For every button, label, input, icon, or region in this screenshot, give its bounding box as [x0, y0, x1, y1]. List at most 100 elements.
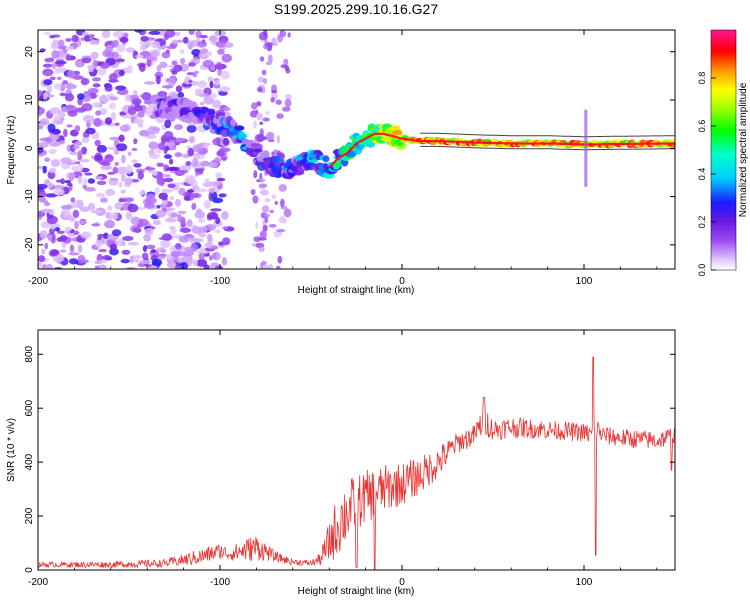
spectrogram-noise-blob — [156, 162, 165, 167]
y-tick-label: 600 — [24, 399, 35, 416]
spectrogram-noise-blob — [100, 162, 111, 166]
spectrogram-noise-blob — [259, 56, 265, 62]
spectrogram-noise-blob — [253, 120, 257, 129]
spectrogram-noise-blob — [210, 93, 218, 99]
spectrogram-noise-blob — [191, 202, 197, 211]
spectrogram-noise-blob — [170, 251, 181, 258]
spectrogram-noise-blob — [278, 184, 287, 192]
spectrogram-noise-blob — [161, 85, 174, 89]
spectrogram-noise-blob — [91, 223, 101, 227]
snr-xlabel: Height of straight line (km) — [298, 586, 415, 597]
spectrogram-noise-blob — [176, 39, 184, 43]
spectrogram-noise-blob — [39, 118, 50, 126]
spectrogram-noise-blob — [104, 117, 113, 125]
spectrogram-noise-blob — [168, 77, 176, 87]
spectrogram-noise-blob — [261, 69, 267, 76]
spectrogram-noise-blob — [144, 167, 156, 171]
spectrogram-noise-blob — [57, 39, 65, 48]
spectrogram-noise-blob — [97, 66, 107, 76]
spectrogram-noise-blob — [163, 177, 174, 183]
spectrogram-noise-blob — [194, 210, 205, 219]
spectrogram-noise-blob — [66, 104, 74, 110]
spectrogram-noise-blob — [133, 118, 144, 125]
spectrogram-noise-blob — [204, 142, 209, 150]
colorbar-ticks: 0.0 0.2 0.4 0.6 0.8 — [697, 72, 716, 276]
spectrogram-noise-blob — [93, 117, 102, 127]
spectrogram-ridge-blob — [229, 119, 237, 127]
spectrogram-ridge-blob — [322, 155, 330, 163]
y-tick-label: -10 — [24, 189, 35, 204]
spectrogram-noise-blob — [215, 136, 221, 146]
spectrogram-ridge-blob — [189, 101, 197, 108]
spectrogram-noise-blob — [219, 86, 231, 93]
spectrogram-noise-blob — [149, 153, 161, 159]
spectrogram-noise-blob — [215, 172, 223, 179]
snr-panel: -200 -100 0 100 0 200 400 600 800 Height of stra… — [6, 329, 676, 597]
spectrogram-noise-blob — [68, 258, 79, 265]
spectrogram-ridge-blob — [207, 108, 216, 116]
spectrogram-noise-blob — [108, 102, 116, 110]
spectrogram-noise-blob — [41, 208, 52, 214]
spectrogram-noise-blob — [127, 106, 137, 115]
spectrogram-noise-blob — [68, 252, 80, 256]
spectrogram-noise-blob — [263, 265, 269, 269]
spectrogram-noise-blob — [138, 129, 150, 137]
spectrogram-noise-blob — [72, 202, 79, 209]
spectrogram-noise-blob — [199, 101, 205, 106]
spectrogram-noise-blob — [52, 185, 65, 190]
spectrogram-noise-blob — [144, 196, 157, 205]
spectrogram-noise-blob — [47, 234, 53, 242]
spectrogram-noise-blob — [167, 183, 176, 189]
spectrogram-noise-blob — [186, 189, 195, 193]
spectrogram-noise-blob — [54, 69, 62, 74]
spectrogram-noise-blob — [167, 207, 175, 211]
spectrogram-noise-blob — [132, 255, 142, 259]
colorbar-frame — [710, 29, 737, 271]
spectrogram-noise-blob — [43, 92, 48, 100]
spectrogram-noise-blob — [87, 202, 96, 211]
spectrogram-noise-blob — [219, 193, 227, 198]
spectrogram-noise-blob — [141, 252, 149, 260]
spectrogram-noise-blob — [54, 115, 59, 122]
spectrogram-noise-blob — [71, 165, 79, 172]
spectrogram-noise-blob — [209, 208, 222, 212]
spectrogram-noise-blob — [131, 98, 142, 105]
spectrogram-noise-blob — [122, 235, 134, 241]
spectrogram-noise-blob — [96, 144, 107, 153]
spectrogram-noise-blob — [191, 48, 201, 57]
spectrogram-noise-blob — [179, 227, 192, 233]
spectrogram-noise-blob — [74, 125, 81, 133]
spectrogram-ridge-edge-upper — [420, 132, 675, 138]
spectrogram-noise-blob — [285, 93, 292, 101]
spectrogram-noise-blob — [82, 114, 95, 123]
spectrogram-noise-blob — [47, 123, 56, 133]
spectrogram-noise-blob — [213, 157, 221, 165]
spectrogram-noise-blob — [285, 67, 291, 74]
spectrogram-noise-blob — [120, 115, 132, 119]
spectrogram-noise-blob — [79, 206, 90, 213]
spectrogram-noise-blob — [186, 178, 195, 185]
spectrogram-noise-blob — [50, 159, 61, 168]
spectrogram-noise-blob — [194, 88, 203, 93]
spectrogram-noise-blob — [208, 192, 213, 202]
spectrogram-noise-blob — [59, 234, 68, 242]
spectrogram-noise-blob — [193, 153, 205, 160]
spectrogram-noise-blob — [80, 77, 90, 86]
spectrogram-noise-blob — [112, 39, 120, 48]
spectrogram-noise-blob — [104, 219, 115, 229]
spectrogram-noise-blob — [142, 245, 148, 253]
spectrogram-noise-blob — [260, 262, 264, 269]
spectrogram-noise-blob — [97, 264, 107, 269]
spectrogram-noise-blob — [64, 93, 75, 102]
spectrogram-noise-blob — [188, 79, 193, 84]
colorbar: 0.0 0.2 0.4 0.6 0.8 Normalized spectral ampl… — [697, 29, 749, 276]
spectrogram-noise-blob — [121, 249, 131, 255]
spectrogram-noise-blob — [78, 219, 87, 225]
spectrogram-noise-blob — [107, 146, 118, 150]
spectrogram-noise-blob — [41, 248, 46, 255]
spectrogram-noise-blob — [127, 241, 140, 246]
spectrogram-noise-blob — [146, 58, 152, 68]
spectrogram-noise-blob — [287, 32, 291, 38]
